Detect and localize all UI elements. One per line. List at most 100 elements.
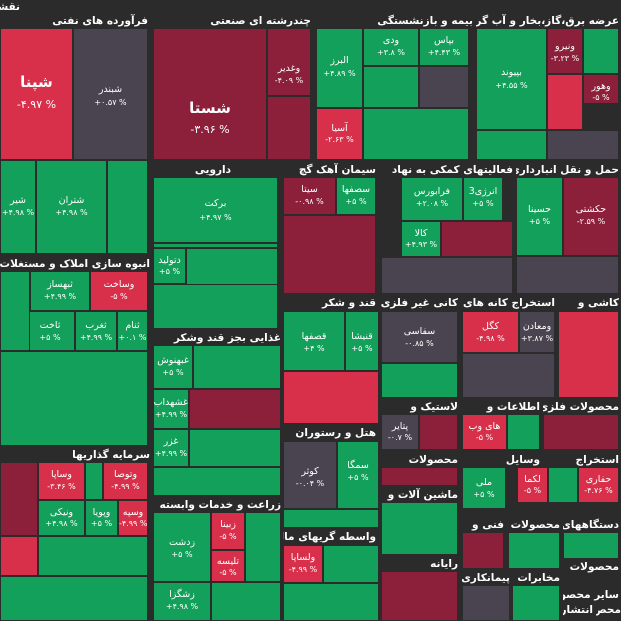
stock-tile[interactable]: حکشتی -۲.۵۹ % [563, 177, 619, 256]
stock-cell[interactable] [547, 130, 619, 160]
stock-tile[interactable]: کوثر -۰.۰۴ % [283, 441, 337, 509]
stock-cell[interactable] [381, 502, 458, 555]
sector-title[interactable]: مخابرات [517, 572, 560, 584]
stock-tile[interactable]: برکت +۴.۹۷ % [153, 177, 278, 243]
sector-title[interactable]: چندرشته ای صنعتی [210, 15, 311, 27]
stock-cell[interactable] [283, 371, 379, 424]
stock-tile[interactable]: های وب -۵ % [462, 414, 507, 450]
stock-tile[interactable]: ثنام +۰.۱ % [117, 311, 148, 351]
stock-tile[interactable]: فرابورس +۲.۰۸ % [401, 177, 463, 221]
sector-title[interactable]: پیمانکاری [462, 572, 510, 584]
stock-cell[interactable] [0, 536, 38, 576]
sector-title[interactable]: واسطه گریهای مالی و [283, 531, 376, 543]
stock-tile[interactable]: لکما -۵ % [517, 467, 548, 503]
sector-title[interactable]: ماشین آلات و [387, 489, 458, 501]
sector-title[interactable]: کانی غیر فلزی [381, 297, 458, 309]
sector-title[interactable]: فرآورده های نفتی [52, 15, 148, 27]
sector-title[interactable]: بیمه و بازنشستگی [377, 15, 473, 27]
stock-tile[interactable]: وسپه -۴.۹۹ % [118, 500, 148, 536]
stock-cell[interactable] [38, 536, 148, 576]
stock-cell[interactable] [0, 351, 148, 446]
stock-cell[interactable] [381, 363, 458, 398]
stock-cell[interactable] [189, 429, 281, 467]
stock-cell[interactable] [85, 462, 103, 500]
stock-tile[interactable]: بپاس +۴.۴۳ % [419, 28, 469, 66]
stock-tile[interactable]: غشهداب +۴.۹۹ % [153, 389, 189, 429]
stock-tile[interactable]: ملی +۵ % [462, 467, 506, 509]
sector-title[interactable]: سرمایه گذاریها [72, 449, 150, 461]
stock-cell[interactable] [507, 414, 540, 450]
sector-title[interactable]: زراعت و خدمات وابسته [159, 499, 281, 511]
stock-cell[interactable] [558, 311, 619, 398]
stock-cell[interactable] [153, 467, 281, 496]
stock-cell[interactable] [563, 532, 619, 559]
stock-cell[interactable] [283, 509, 379, 528]
stock-cell[interactable] [153, 284, 278, 329]
stock-tile[interactable]: زشگزا +۴.۹۸ % [153, 582, 211, 621]
sector-title[interactable]: محص [596, 604, 621, 616]
stock-cell[interactable] [381, 467, 458, 486]
stock-tile[interactable]: ونیرو -۳.۲۳ % [547, 28, 583, 74]
stock-cell[interactable] [547, 74, 583, 130]
stock-cell[interactable] [512, 585, 560, 621]
sector-title[interactable]: فنی و [472, 519, 504, 531]
stock-cell[interactable] [363, 108, 469, 160]
stock-tile[interactable]: شپنا -۴.۹۷ % [0, 28, 73, 160]
sector-title[interactable]: سیمان آهک گچ [298, 164, 376, 176]
stock-cell[interactable] [516, 256, 619, 294]
stock-cell[interactable] [211, 582, 281, 621]
stock-tile[interactable]: زبینا -۵ % [211, 512, 245, 550]
stock-cell[interactable] [0, 462, 38, 536]
stock-tile[interactable]: زدشت +۵ % [153, 512, 211, 582]
stock-tile[interactable]: ومعادن +۳.۸۷ % [519, 311, 555, 353]
stock-tile[interactable]: وساپا -۳.۴۶ % [38, 462, 85, 500]
stock-tile[interactable]: البرز +۴.۸۹ % [316, 28, 363, 108]
stock-tile[interactable]: سیتا -۰.۹۸ % [283, 177, 336, 215]
stock-tile[interactable]: ودی +۳.۸ % [363, 28, 419, 66]
sector-title[interactable]: دستگاههای [563, 519, 619, 531]
sector-title[interactable]: کاشی و [577, 297, 619, 309]
stock-cell[interactable] [419, 66, 469, 108]
sector-title[interactable]: قند و شکر [321, 297, 376, 309]
stock-tile[interactable]: شتران +۴.۹۸ % [36, 160, 107, 254]
stock-tile[interactable]: سفاسی -۰.۸۵ % [381, 311, 458, 363]
stock-cell[interactable] [419, 414, 458, 450]
stock-tile[interactable]: غبهنوش +۵ % [153, 345, 193, 389]
stock-cell[interactable] [193, 345, 281, 389]
stock-tile[interactable]: وپویا +۵ % [85, 500, 118, 536]
stock-cell[interactable] [583, 28, 619, 74]
sector-title[interactable]: اطلاعات و [486, 401, 540, 413]
sector-title[interactable]: نقشه باز [0, 1, 20, 13]
sector-title[interactable]: رایانه [430, 558, 458, 570]
sector-title[interactable]: وسایل [505, 454, 540, 466]
stock-cell[interactable] [508, 532, 560, 569]
stock-cell[interactable] [441, 221, 513, 257]
stock-cell[interactable] [381, 571, 458, 621]
sector-title[interactable]: محصولات [408, 454, 458, 466]
sector-title[interactable]: غذایی بجز قند وشکر [173, 332, 281, 344]
stock-cell[interactable] [476, 130, 547, 160]
sector-title[interactable]: دارویی [194, 164, 231, 176]
sector-title[interactable]: استخراج کانه های [463, 297, 555, 309]
stock-tile[interactable]: ثبهساز +۴.۹۹ % [30, 271, 90, 311]
stock-tile[interactable]: قنیشا +۵ % [345, 311, 379, 371]
sector-title[interactable]: سایر محصولا [563, 589, 619, 601]
stock-cell[interactable] [153, 243, 278, 248]
stock-cell[interactable] [548, 467, 578, 503]
stock-tile[interactable]: کگل -۴.۹۸ % [462, 311, 519, 353]
stock-cell[interactable] [363, 66, 419, 108]
stock-tile[interactable]: انرژی3 +۵ % [463, 177, 503, 221]
stock-cell[interactable] [283, 215, 376, 294]
stock-cell[interactable] [381, 257, 513, 294]
stock-tile[interactable]: آسیا -۲.۶۳ % [316, 108, 363, 160]
stock-tile[interactable]: وتوصا -۴.۹۹ % [103, 462, 148, 500]
sector-title[interactable]: محصولات فلزی [543, 401, 619, 413]
stock-cell[interactable] [462, 532, 504, 569]
stock-cell[interactable] [462, 585, 510, 621]
stock-cell[interactable] [267, 96, 311, 160]
stock-tile[interactable]: قصفها +۴ % [283, 311, 345, 371]
sector-title[interactable]: انبوه سازی املاک و مستغلات [0, 258, 150, 270]
stock-tile[interactable]: شیر +۴.۹۸ % [0, 160, 36, 254]
stock-cell[interactable] [543, 414, 619, 450]
stock-cell[interactable] [107, 160, 148, 254]
